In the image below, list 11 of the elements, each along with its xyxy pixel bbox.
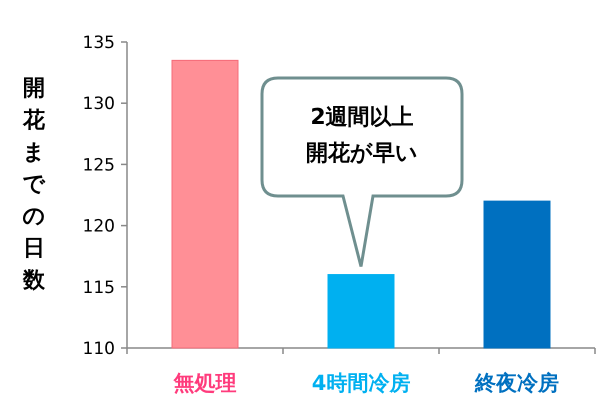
x-tick-label: 終夜冷房 (474, 371, 559, 395)
y-tick-label: 110 (82, 339, 115, 359)
y-tick-label: 125 (82, 155, 115, 176)
y-tick-label: 115 (82, 278, 115, 298)
annotation: 2週間以上開花が早い (306, 105, 418, 166)
x-tick-label: 4時間冷房 (312, 371, 410, 395)
y-tick-label: 135 (82, 33, 115, 53)
x-tick-label: 無処理 (172, 371, 236, 395)
y-axis-title: 開花までの日数 (22, 76, 46, 293)
y-tick-label: 130 (82, 94, 115, 114)
y-tick-label: 120 (82, 216, 115, 237)
